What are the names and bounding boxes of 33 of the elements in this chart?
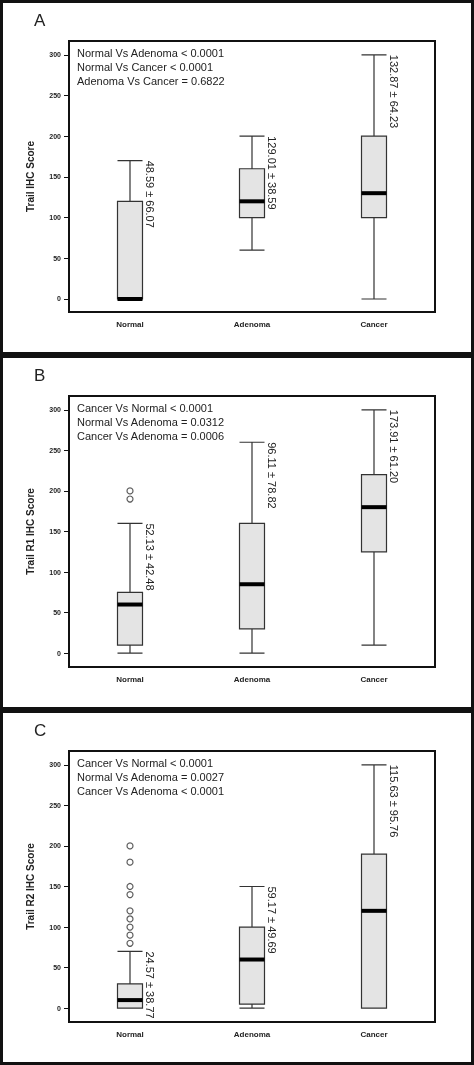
annotation: 173.91 ± 61.20 [388, 409, 400, 484]
annotation: 132.87 ± 64.23 [388, 54, 400, 129]
x-tick-label: Adenoma [233, 1029, 271, 1039]
x-tick-label: Normal [116, 674, 144, 684]
annotation: Normal Vs Cancer < 0.0001 [77, 60, 214, 73]
annotation: 96.11 ± 78.82 [266, 442, 278, 509]
annotation: 59.17 ± 49.69 [266, 886, 278, 954]
annotation: Cancer Vs Adenoma < 0.0001 [77, 784, 225, 797]
x-tick-label: Cancer [360, 319, 388, 329]
annotation: Adenoma Vs Cancer = 0.6822 [77, 74, 225, 87]
x-tick-label: Adenoma [233, 674, 271, 684]
annotation: Normal Vs Adenoma < 0.0001 [77, 46, 225, 59]
chart-title: B [34, 366, 46, 385]
annotation: Cancer Vs Normal < 0.0001 [77, 756, 214, 769]
x-tick-label: Adenoma [233, 319, 271, 329]
y-axis-title: Trail R2 IHC Score [24, 842, 36, 930]
x-tick-label: Normal [116, 319, 144, 329]
annotation: 115.63 ± 95.76 [388, 764, 400, 838]
annotation: Cancer Vs Adenoma = 0.0006 [77, 429, 225, 442]
y-axis-title: Trail R1 IHC Score [24, 487, 36, 575]
annotation: 48.59 ± 66.07 [144, 160, 156, 228]
x-tick-label: Cancer [360, 674, 388, 684]
x-tick-label: Normal [116, 1029, 144, 1039]
annotation: Normal Vs Adenoma = 0.0312 [77, 415, 225, 428]
annotation: Normal Vs Adenoma = 0.0027 [77, 770, 225, 783]
x-tick-label: Cancer [360, 1029, 388, 1039]
annotation: 129.01 ± 38.59 [266, 136, 278, 210]
chart-title: C [34, 721, 47, 740]
annotation: 52.13 ± 42.48 [144, 523, 156, 591]
annotation: 24.57 ± 38.77 [144, 951, 156, 1019]
annotation: Cancer Vs Normal < 0.0001 [77, 401, 214, 414]
y-axis-title: Trail IHC Score [24, 140, 36, 213]
chart-title: A [34, 11, 46, 30]
